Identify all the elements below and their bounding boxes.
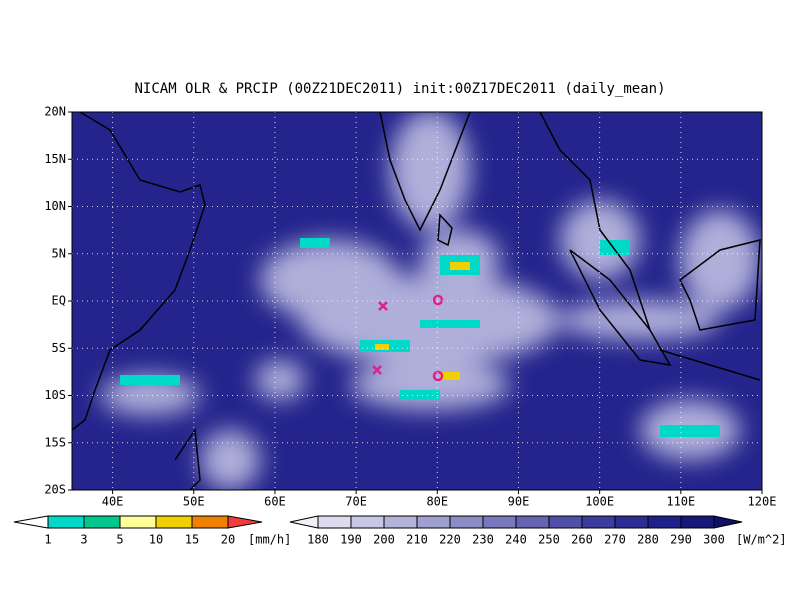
lat-label: 20S <box>44 483 66 497</box>
legend-label: 5 <box>116 533 123 547</box>
legend-label: 230 <box>472 533 494 547</box>
lon-label: 40E <box>102 495 124 509</box>
lon-label: 120E <box>748 495 777 509</box>
lon-label: 60E <box>264 495 286 509</box>
legend-swatch <box>614 515 649 529</box>
legend-swatch <box>47 515 85 529</box>
lon-label: 110E <box>666 495 695 509</box>
lon-label: 100E <box>585 495 614 509</box>
grid: 20N 15N 10N 5N EQ 5S 10S 15S 20S 40E 50E 60E 70E 80E 9… <box>44 105 776 509</box>
legend-swatch <box>317 515 352 529</box>
legend-label: 190 <box>340 533 362 547</box>
lat-label: 5S <box>52 341 66 355</box>
legend-swatch <box>482 515 517 529</box>
title: NICAM OLR & PRCIP (00Z21DEC2011) init:00… <box>134 81 665 97</box>
legend-label: 20 <box>221 533 235 547</box>
legend-label: 3 <box>80 533 87 547</box>
legend-swatch <box>449 515 484 529</box>
legend-unit: [mm/h] <box>248 533 291 547</box>
map-frame <box>71 111 763 491</box>
lon-label: 80E <box>426 495 448 509</box>
legend-unit: [W/m^2] <box>736 533 787 547</box>
legend-swatch <box>191 515 229 529</box>
legend-label: 300 <box>703 533 725 547</box>
legend-swatch <box>416 515 451 529</box>
legend-label: 270 <box>604 533 626 547</box>
legend-swatch <box>548 515 583 529</box>
legend-swatch <box>581 515 616 529</box>
legend-arrow <box>13 515 49 529</box>
legend-label: 1 <box>44 533 51 547</box>
lat-label: 15N <box>44 152 66 166</box>
legend-swatch <box>119 515 157 529</box>
lat-label: 15S <box>44 435 66 449</box>
legend-swatch <box>155 515 193 529</box>
legend-label: 15 <box>185 533 199 547</box>
legend-label: 240 <box>505 533 527 547</box>
legend-swatch <box>383 515 418 529</box>
lon-label: 90E <box>508 495 530 509</box>
legend-label: 180 <box>307 533 329 547</box>
legend-swatch <box>83 515 121 529</box>
legend-label: 10 <box>149 533 163 547</box>
legend-label: 290 <box>670 533 692 547</box>
legend-swatch <box>350 515 385 529</box>
legend-label: 280 <box>637 533 659 547</box>
legend-swatch <box>680 515 715 529</box>
legend-swatch <box>515 515 550 529</box>
lat-label: EQ <box>52 294 66 308</box>
legend-arrow <box>713 515 743 529</box>
legend-label: 260 <box>571 533 593 547</box>
legend-label: 210 <box>406 533 428 547</box>
lat-label: 20N <box>44 105 66 119</box>
legend-label: 250 <box>538 533 560 547</box>
legend-arrow <box>289 515 319 529</box>
lat-label: 10N <box>44 199 66 213</box>
legends: 1 3 5 10 15 20 [mm/h] 180 190 200 210 220 230 240 250 2… <box>13 515 787 547</box>
legend-swatch <box>647 515 682 529</box>
lat-label: 5N <box>52 246 66 260</box>
lon-label: 70E <box>345 495 367 509</box>
legend-arrow <box>227 515 263 529</box>
map-field <box>72 112 762 490</box>
legend-label: 200 <box>373 533 395 547</box>
markers <box>372 294 444 382</box>
lat-label: 10S <box>44 388 66 402</box>
lon-label: 50E <box>183 495 205 509</box>
legend-label: 220 <box>439 533 461 547</box>
